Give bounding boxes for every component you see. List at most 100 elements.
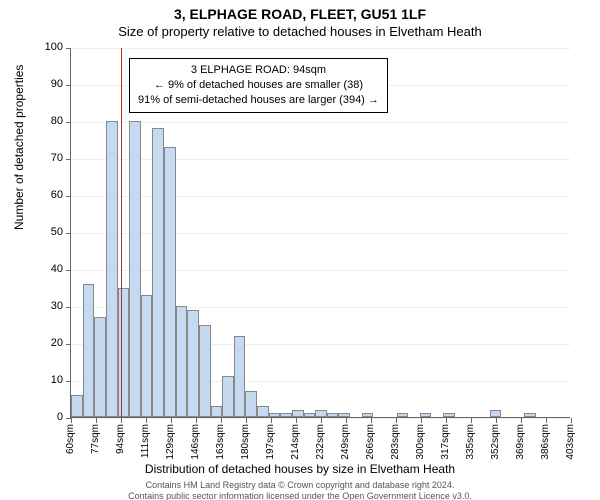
x-tick-label: 197sqm xyxy=(265,424,276,460)
histogram-bar xyxy=(397,413,409,417)
x-tick-label: 232sqm xyxy=(315,424,326,460)
x-tick: 180sqm xyxy=(246,418,247,423)
x-tick-label: 283sqm xyxy=(390,424,401,460)
histogram-bar xyxy=(94,317,106,417)
histogram-bar xyxy=(118,288,130,418)
x-tick-label: 163sqm xyxy=(215,424,226,460)
x-axis-label: Distribution of detached houses by size … xyxy=(0,462,600,476)
x-tick: 317sqm xyxy=(446,418,447,423)
y-tick-label: 90 xyxy=(33,78,63,90)
x-tick: 403sqm xyxy=(571,418,572,423)
footer-line2: Contains public sector information licen… xyxy=(0,491,600,500)
histogram-plot: 010203040506070809010060sqm77sqm94sqm111… xyxy=(70,48,570,418)
x-tick: 197sqm xyxy=(271,418,272,423)
x-tick-label: 249sqm xyxy=(340,424,351,460)
x-tick: 111sqm xyxy=(146,418,147,423)
y-tick-label: 20 xyxy=(33,337,63,349)
footer-attribution: Contains HM Land Registry data © Crown c… xyxy=(0,480,600,500)
x-tick-label: 317sqm xyxy=(440,424,451,460)
y-tick-label: 10 xyxy=(33,374,63,386)
x-tick: 386sqm xyxy=(546,418,547,423)
histogram-bar xyxy=(187,310,199,417)
x-tick: 60sqm xyxy=(71,418,72,423)
histogram-bar xyxy=(71,395,83,417)
infobox-line2: ← 9% of detached houses are smaller (38) xyxy=(138,78,379,93)
histogram-bar xyxy=(327,413,339,417)
histogram-bar xyxy=(234,336,246,417)
x-tick: 249sqm xyxy=(346,418,347,423)
x-tick-label: 146sqm xyxy=(190,424,201,460)
y-tick-label: 80 xyxy=(33,115,63,127)
x-tick-label: 386sqm xyxy=(540,424,551,460)
histogram-bar xyxy=(490,410,502,417)
x-tick: 163sqm xyxy=(221,418,222,423)
infobox-line1: 3 ELPHAGE ROAD: 94sqm xyxy=(138,63,379,78)
histogram-bar xyxy=(164,147,176,417)
x-tick-label: 77sqm xyxy=(90,424,101,454)
histogram-bar xyxy=(83,284,95,417)
histogram-bar xyxy=(245,391,257,417)
y-tick-label: 100 xyxy=(33,41,63,53)
x-tick: 283sqm xyxy=(396,418,397,423)
histogram-bar xyxy=(199,325,211,418)
x-tick: 77sqm xyxy=(96,418,97,423)
x-tick-label: 180sqm xyxy=(240,424,251,460)
y-axis-label: Number of detached properties xyxy=(12,65,26,230)
histogram-bar xyxy=(420,413,432,417)
infobox-line3: 91% of semi-detached houses are larger (… xyxy=(138,93,379,108)
x-tick: 352sqm xyxy=(496,418,497,423)
histogram-bar xyxy=(152,128,164,417)
gridline xyxy=(71,48,570,49)
x-tick-label: 403sqm xyxy=(565,424,576,460)
histogram-bar xyxy=(129,121,141,417)
x-tick: 214sqm xyxy=(296,418,297,423)
histogram-bar xyxy=(141,295,153,417)
histogram-bar xyxy=(524,413,536,417)
x-tick-label: 369sqm xyxy=(515,424,526,460)
x-tick: 146sqm xyxy=(196,418,197,423)
histogram-bar xyxy=(106,121,118,417)
y-tick-label: 50 xyxy=(33,226,63,238)
chart-title-desc: Size of property relative to detached ho… xyxy=(0,24,600,39)
histogram-bar xyxy=(443,413,455,417)
x-tick: 94sqm xyxy=(121,418,122,423)
histogram-bar xyxy=(222,376,234,417)
histogram-bar xyxy=(338,413,350,417)
x-tick: 335sqm xyxy=(471,418,472,423)
x-tick: 129sqm xyxy=(171,418,172,423)
x-tick: 232sqm xyxy=(321,418,322,423)
y-tick-label: 70 xyxy=(33,152,63,164)
histogram-bar xyxy=(362,413,374,417)
histogram-bar xyxy=(257,406,269,417)
x-tick-label: 129sqm xyxy=(165,424,176,460)
x-tick-label: 300sqm xyxy=(415,424,426,460)
histogram-bar xyxy=(304,413,316,417)
x-tick: 266sqm xyxy=(371,418,372,423)
x-tick-label: 335sqm xyxy=(465,424,476,460)
gridline xyxy=(71,122,570,123)
marker-infobox: 3 ELPHAGE ROAD: 94sqm ← 9% of detached h… xyxy=(129,58,388,113)
chart-title-address: 3, ELPHAGE ROAD, FLEET, GU51 1LF xyxy=(0,6,600,22)
gridline xyxy=(71,270,570,271)
histogram-bar xyxy=(211,406,223,417)
x-tick-label: 266sqm xyxy=(365,424,376,460)
gridline xyxy=(71,159,570,160)
x-tick-label: 214sqm xyxy=(290,424,301,460)
y-tick-label: 0 xyxy=(33,411,63,423)
gridline xyxy=(71,196,570,197)
subject-marker-line xyxy=(121,48,122,417)
y-tick-label: 40 xyxy=(33,263,63,275)
x-tick-label: 111sqm xyxy=(140,424,151,458)
x-tick-label: 352sqm xyxy=(490,424,501,460)
y-tick-label: 60 xyxy=(33,189,63,201)
x-tick: 369sqm xyxy=(521,418,522,423)
histogram-bar xyxy=(280,413,292,417)
histogram-bar xyxy=(176,306,188,417)
histogram-bar xyxy=(315,410,327,417)
x-tick-label: 60sqm xyxy=(65,424,76,454)
x-tick-label: 94sqm xyxy=(115,424,126,454)
histogram-bar xyxy=(292,410,304,417)
histogram-bar xyxy=(269,413,281,417)
y-tick-label: 30 xyxy=(33,300,63,312)
gridline xyxy=(71,233,570,234)
